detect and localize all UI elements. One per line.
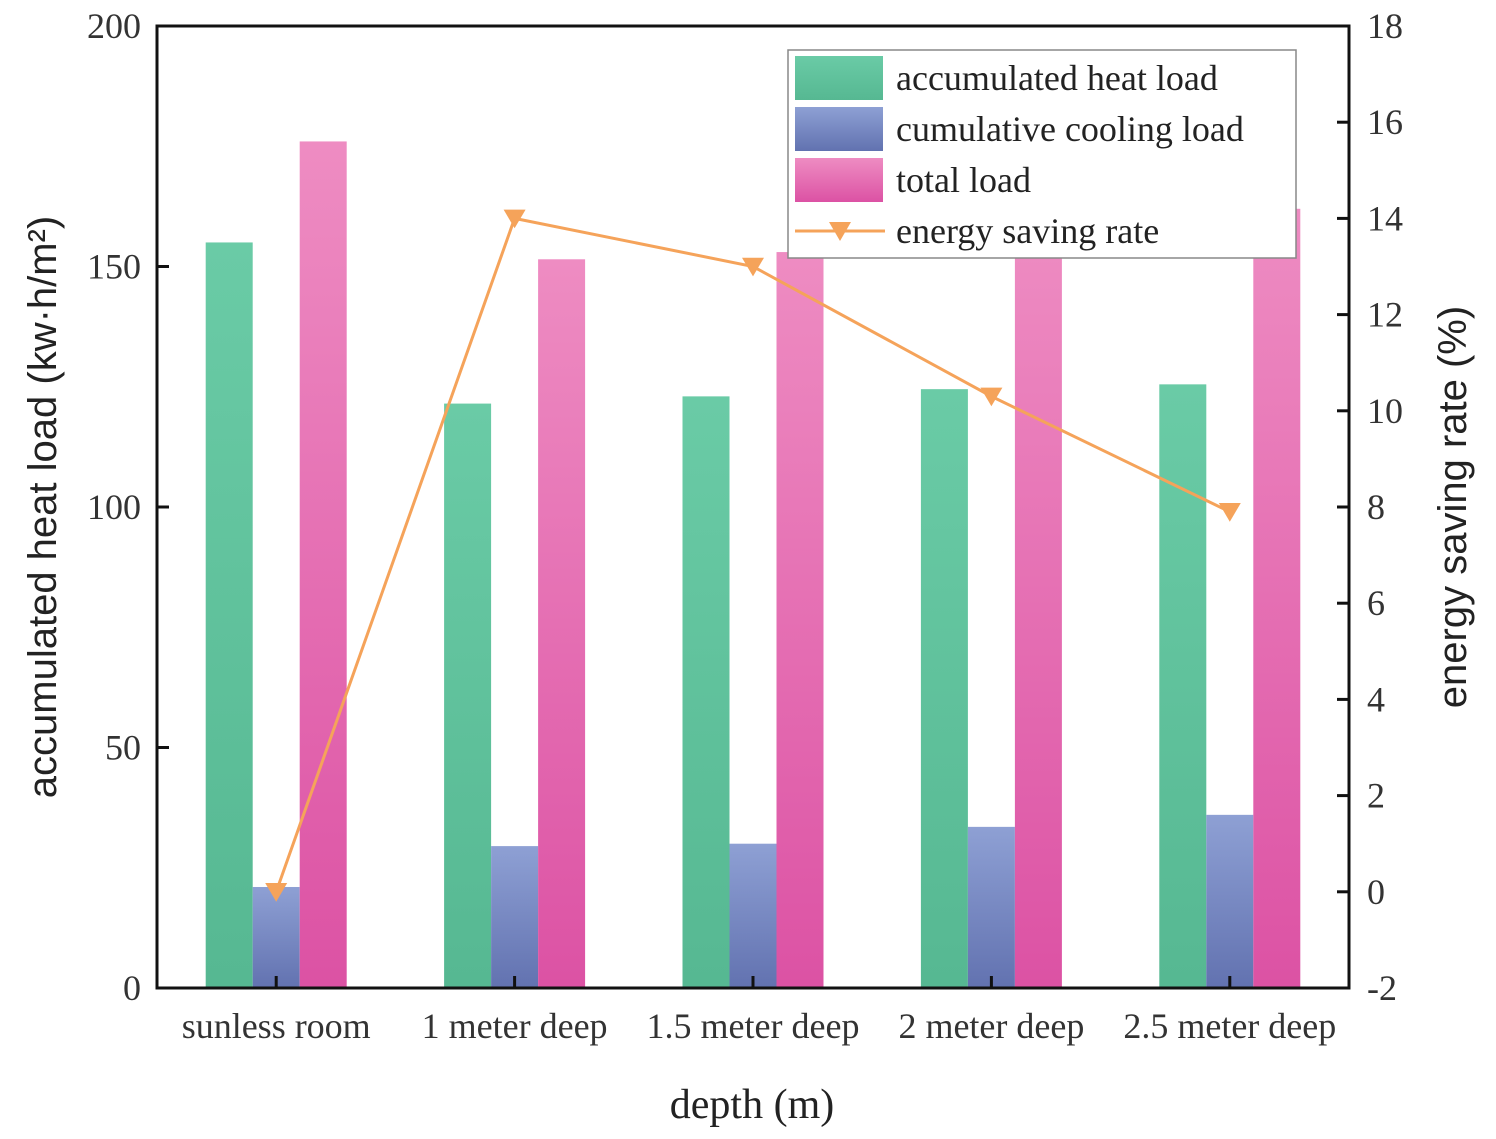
legend-swatch-cumulative-cooling-load (795, 107, 883, 151)
legend-label: energy saving rate (896, 211, 1159, 251)
y-tick-label: 150 (87, 247, 141, 287)
line-layer (265, 209, 1241, 902)
legend: accumulated heat load cumulative cooling … (787, 49, 1297, 259)
legend-swatch-accumulated-heat-load (795, 56, 883, 100)
left-axis: 0 50 100 150 200 (87, 6, 169, 1008)
y2-tick-label: -2 (1367, 968, 1397, 1008)
marker-energy-saving-rate-2 (742, 257, 764, 277)
y2-tick-label: 8 (1367, 487, 1385, 527)
y2-tick-label: 6 (1367, 583, 1385, 623)
legend-swatch-total-load (795, 158, 883, 202)
line-energy-saving-rate (274, 216, 1231, 893)
bar-accumulated-heat-load-0 (205, 242, 253, 988)
bar-cumulative-cooling-load-1 (491, 846, 539, 988)
legend-label: total load (896, 160, 1031, 200)
bar-accumulated-heat-load-2 (682, 396, 730, 988)
bar-layer (205, 141, 1301, 989)
right-axis: -2 0 2 4 6 8 10 12 14 16 18 (1337, 6, 1403, 1008)
bar-cumulative-cooling-load-0 (252, 886, 300, 988)
y2-tick-label: 12 (1367, 295, 1403, 335)
marker-energy-saving-rate-0 (265, 883, 288, 902)
y2-tick-label: 14 (1367, 198, 1403, 238)
x-axis: sunless room 1 meter deep 1.5 meter deep 2 … (182, 976, 1336, 1046)
bar-total-load-1 (538, 259, 586, 988)
bar-cumulative-cooling-load-3 (967, 826, 1015, 988)
bar-cumulative-cooling-load-4 (1206, 814, 1254, 988)
y-tick-label: 200 (87, 6, 141, 46)
bar-accumulated-heat-load-1 (444, 403, 492, 989)
marker-energy-saving-rate-4 (1218, 503, 1241, 522)
y2-tick-label: 0 (1367, 872, 1385, 912)
y2-tick-label: 16 (1367, 102, 1403, 142)
x-tick-label: 2 meter deep (898, 1006, 1084, 1046)
marker-energy-saving-rate-3 (980, 387, 1003, 407)
x-tick-label: 2.5 meter deep (1123, 1006, 1336, 1046)
y2-tick-label: 4 (1367, 679, 1385, 719)
y2-axis-title: energy saving rate (%) (1431, 306, 1475, 708)
bar-accumulated-heat-load-4 (1159, 384, 1207, 989)
bar-total-load-2 (776, 252, 824, 988)
y2-tick-label: 2 (1367, 776, 1385, 816)
x-tick-label: 1.5 meter deep (647, 1006, 860, 1046)
x-axis-title: depth (m) (670, 1082, 834, 1128)
x-tick-label: sunless room (182, 1006, 371, 1046)
legend-label: cumulative cooling load (896, 109, 1244, 149)
marker-energy-saving-rate-1 (503, 209, 526, 229)
y2-tick-label: 10 (1367, 391, 1403, 431)
legend-swatch-marker (829, 222, 851, 241)
bar-cumulative-cooling-load-2 (729, 843, 777, 988)
bar-total-load-4 (1253, 208, 1301, 988)
legend-label: accumulated heat load (896, 58, 1218, 98)
y2-tick-label: 18 (1367, 6, 1403, 46)
y-axis-title: accumulated heat load (kw·h/m²) (21, 216, 65, 798)
bar-total-load-3 (1014, 228, 1062, 988)
bar-accumulated-heat-load-3 (920, 389, 968, 988)
x-tick-label: 1 meter deep (422, 1006, 608, 1046)
y-tick-label: 0 (123, 968, 141, 1008)
y-tick-label: 100 (87, 487, 141, 527)
y-tick-label: 50 (105, 728, 141, 768)
bar-total-load-0 (299, 141, 347, 988)
